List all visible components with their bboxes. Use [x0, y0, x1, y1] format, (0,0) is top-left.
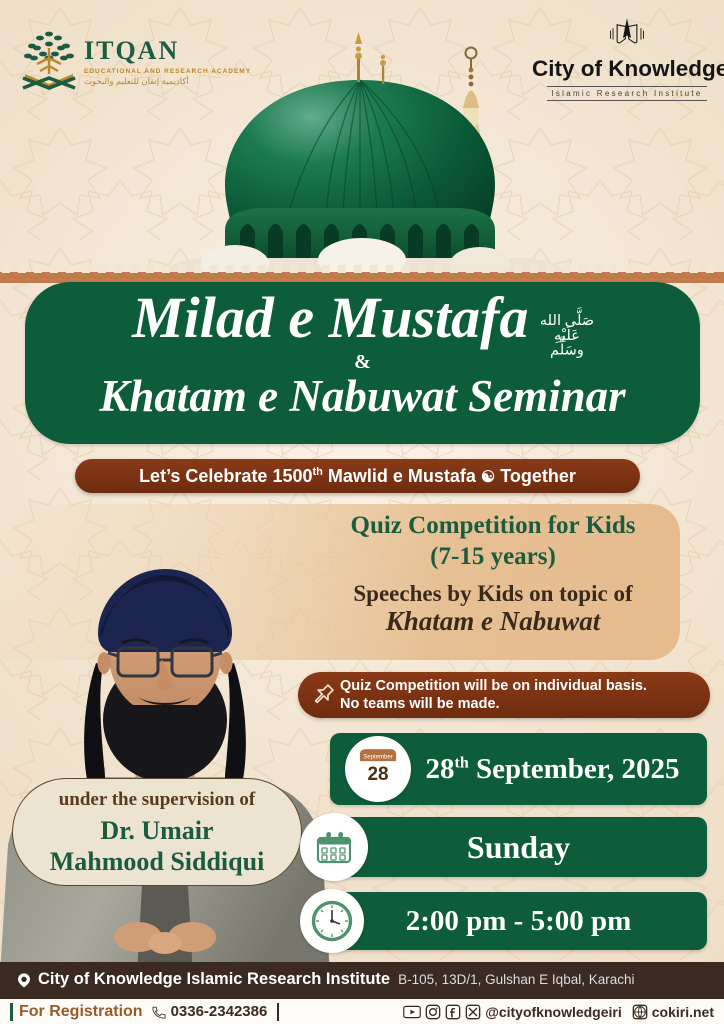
svg-text:عَلَيْهِ: عَلَيْهِ: [554, 325, 580, 343]
svg-text:صَلَّى الله: صَلَّى الله: [541, 307, 593, 329]
svg-text:28: 28: [367, 764, 388, 785]
svg-text:September: September: [363, 755, 392, 761]
